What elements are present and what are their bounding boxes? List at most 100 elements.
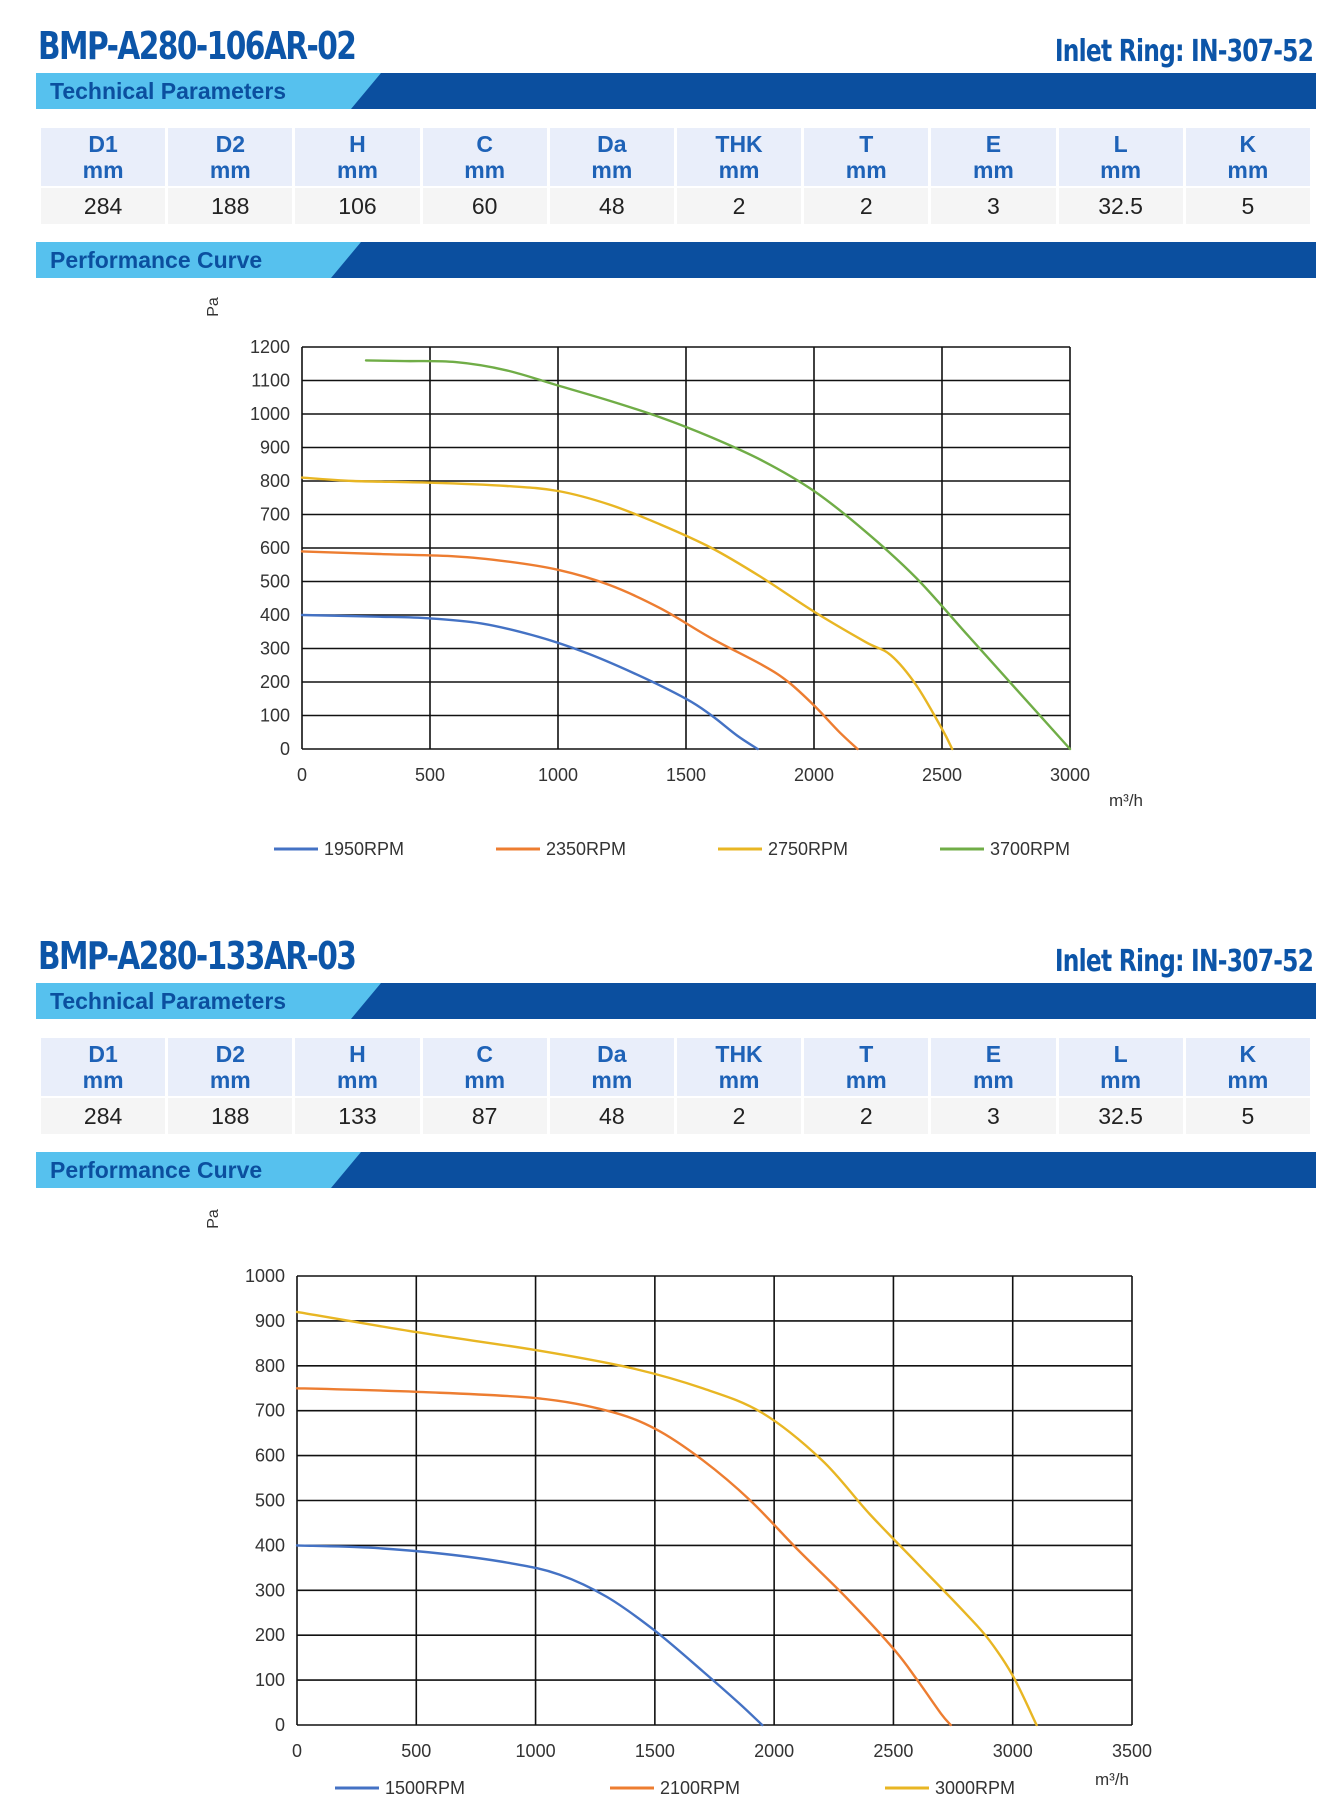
param-unit: mm: [464, 157, 506, 183]
param-header: Da mm: [549, 128, 674, 186]
param-value: 284: [41, 1098, 166, 1134]
y-tick-label: 200: [255, 1625, 285, 1645]
series-lines: [295, 1310, 1038, 1727]
param-name: K: [1239, 1041, 1257, 1067]
performance-curve-title: Performance Curve: [50, 1157, 263, 1183]
chart-grid: [296, 1275, 1133, 1726]
technical-parameters-title: Technical Parameters: [50, 78, 287, 104]
param-value: 188: [168, 1098, 293, 1134]
x-tick-label: 2500: [922, 765, 962, 785]
param-value: 188: [168, 188, 293, 224]
param-name: C: [476, 1041, 493, 1067]
performance-curve-title: Performance Curve: [50, 247, 263, 273]
param-name: Da: [597, 1041, 627, 1067]
performance-chart: 0 100 200 300 400 500 600 700 800 900 1000 1100 1200…: [205, 297, 1143, 859]
x-tick-label: 2000: [754, 1741, 794, 1761]
y-tick-label: 400: [255, 1535, 285, 1555]
parameters-value-row: 284 188 106 60 48 2 2 3 32.5 5: [41, 188, 1310, 224]
technical-parameters-banner: Technical Parameters: [36, 73, 1316, 109]
param-value: 5: [1185, 188, 1310, 224]
y-tick-label: 700: [255, 1401, 285, 1421]
param-unit: mm: [718, 157, 760, 183]
legend-label: 2750RPM: [768, 839, 848, 859]
param-name: T: [859, 131, 874, 157]
x-axis-label: m³/h: [1095, 1770, 1129, 1789]
x-tick-label: 2500: [873, 1741, 913, 1761]
x-tick-label: 1500: [635, 1741, 675, 1761]
param-value: 2: [804, 188, 929, 224]
param-unit: mm: [337, 157, 378, 183]
param-unit: mm: [464, 1067, 506, 1093]
inlet-ring-label: Inlet Ring: IN-307-52: [1054, 944, 1314, 979]
x-tick-label: 0: [297, 765, 307, 785]
axis-ticks: 0 100 200 300 400 500 600 700 800 900 1000 0 500 1000…: [245, 1266, 1152, 1761]
param-header: THK mm: [676, 128, 802, 186]
param-value: 3: [931, 188, 1056, 224]
product-section: BMP-A280-133AR-03 Inlet Ring: IN-307-52 …: [0, 910, 1341, 1815]
x-tick-label: 2000: [794, 765, 834, 785]
param-name: L: [1113, 131, 1128, 157]
param-name: T: [859, 1041, 874, 1067]
chart-legend: 1950RPM 2350RPM 2750RPM 3700RPM: [274, 839, 1070, 859]
param-unit: mm: [591, 157, 633, 183]
product-header: BMP-A280-106AR-02 Inlet Ring: IN-307-52: [38, 20, 1314, 76]
y-tick-label: 500: [255, 1491, 285, 1511]
legend-label: 3000RPM: [935, 1778, 1015, 1798]
param-name: D1: [88, 131, 118, 157]
y-tick-label: 1100: [251, 371, 290, 391]
chart-grid: [301, 346, 1071, 750]
y-axis-label: Pa: [205, 297, 222, 317]
y-tick-label: 200: [260, 672, 290, 692]
y-tick-label: 600: [255, 1446, 285, 1466]
param-value: 32.5: [1058, 1098, 1183, 1134]
param-name: THK: [715, 1041, 763, 1067]
param-name: Da: [597, 131, 627, 157]
y-tick-label: 1000: [250, 404, 290, 424]
param-unit: mm: [845, 157, 887, 183]
param-value: 284: [41, 188, 166, 224]
y-tick-label: 800: [255, 1356, 285, 1376]
param-name: E: [985, 1041, 1002, 1067]
param-value: 106: [295, 188, 420, 224]
y-tick-label: 500: [260, 572, 290, 592]
param-name: E: [985, 131, 1002, 157]
param-unit: mm: [209, 1067, 251, 1093]
param-unit: mm: [82, 157, 124, 183]
param-value: 5: [1185, 1098, 1310, 1134]
param-header: D1 mm: [41, 128, 166, 186]
y-tick-label: 300: [260, 639, 290, 659]
x-tick-label: 0: [292, 1741, 302, 1761]
param-unit: mm: [1227, 157, 1269, 183]
inlet-ring-label: Inlet Ring: IN-307-52: [1054, 34, 1314, 69]
series-line-2350rpm: [300, 550, 859, 751]
series-line-1500rpm: [295, 1544, 764, 1727]
param-value: 87: [422, 1098, 547, 1134]
param-header: THK mm: [676, 1038, 802, 1096]
param-value: 32.5: [1058, 188, 1183, 224]
param-unit: mm: [845, 1067, 887, 1093]
technical-parameters-banner: Technical Parameters: [36, 983, 1316, 1019]
series-line-1950rpm: [300, 613, 759, 751]
param-value: 48: [549, 1098, 674, 1134]
y-axis-label: Pa: [205, 1209, 222, 1229]
param-name: D1: [88, 1041, 118, 1067]
series-line-3700rpm: [364, 359, 1072, 751]
x-axis-label: m³/h: [1109, 791, 1143, 810]
param-unit: mm: [591, 1067, 633, 1093]
performance-chart: 0 100 200 300 400 500 600 700 800 900 1000 0 500 1000…: [205, 1209, 1152, 1798]
performance-curve-banner: Performance Curve: [36, 1152, 1316, 1188]
param-unit: mm: [1100, 157, 1142, 183]
legend-label: 1950RPM: [324, 839, 404, 859]
param-name: H: [349, 1041, 366, 1067]
param-name: H: [349, 131, 366, 157]
series-line-2100rpm: [295, 1387, 952, 1727]
